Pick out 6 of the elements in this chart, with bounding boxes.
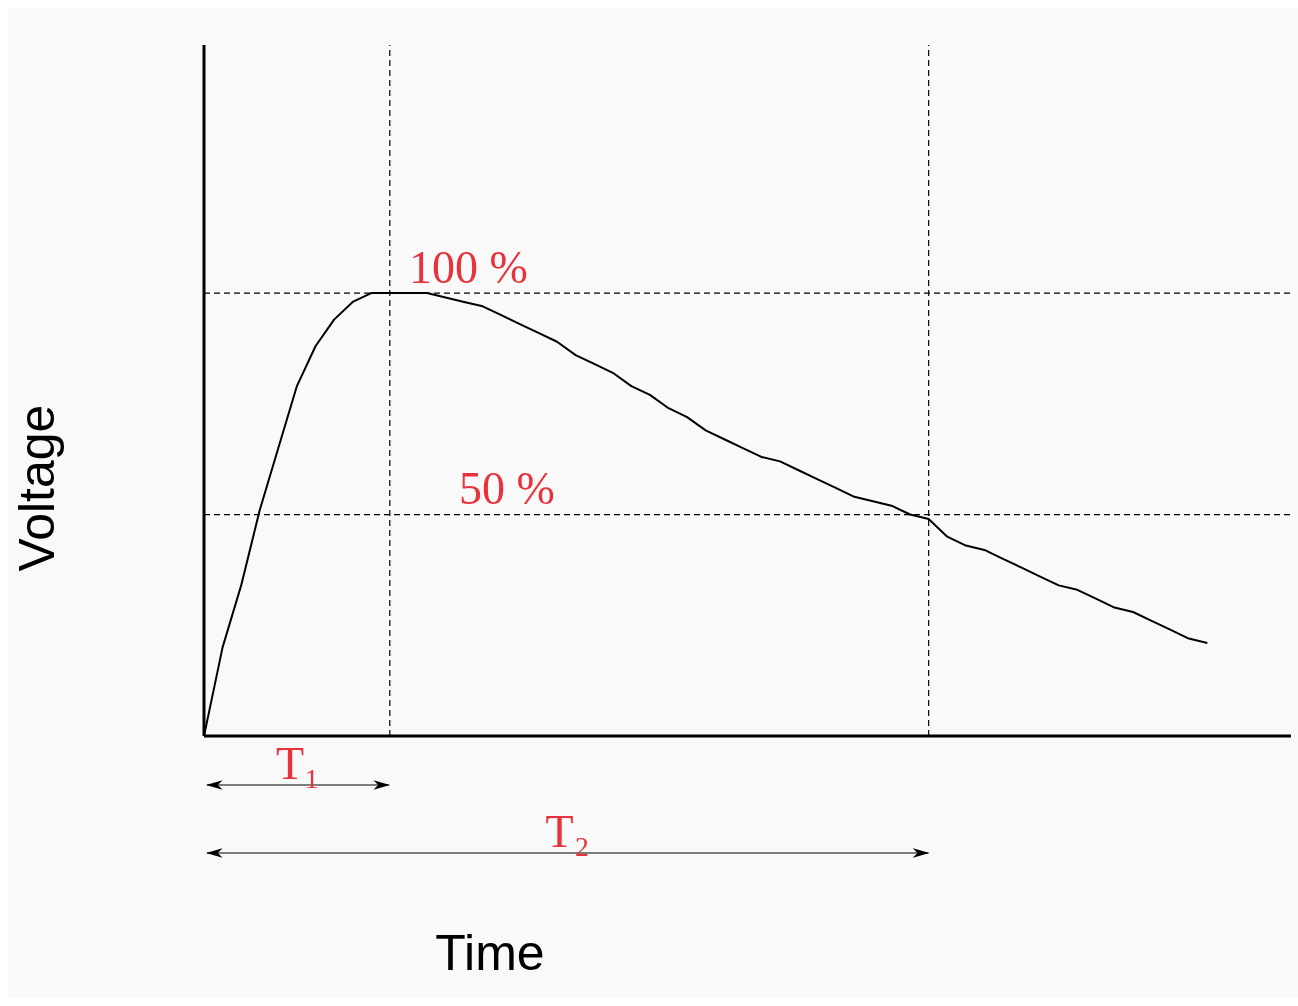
- text: T₁: [275, 738, 321, 789]
- ref-line-label: 100 %: [409, 241, 528, 293]
- ref-line-label: 50 %: [459, 463, 555, 515]
- text: T₂: [545, 806, 590, 857]
- y-axis-title: Voltage: [9, 404, 65, 572]
- x-axis-title: Time: [435, 925, 545, 981]
